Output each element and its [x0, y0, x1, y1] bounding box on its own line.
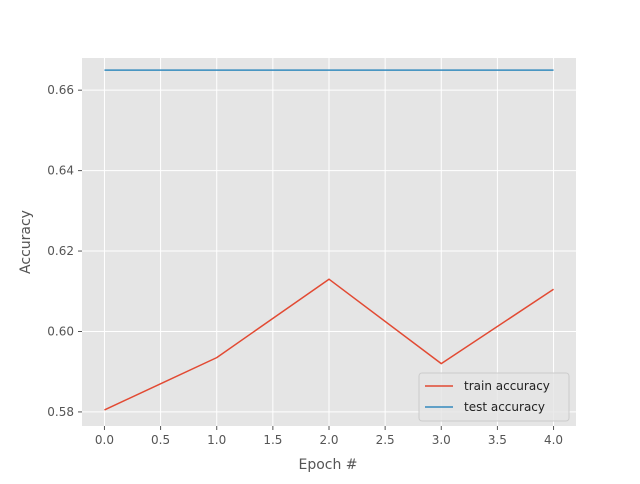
x-tick-label: 1.0 [207, 433, 226, 447]
legend-box [418, 372, 570, 422]
legend: train accuracy test accuracy [418, 372, 570, 422]
x-tick-label: 2.0 [319, 433, 338, 447]
y-axis-label: Accuracy [18, 210, 34, 274]
y-tick-label: 0.60 [47, 324, 74, 338]
x-tick-label: 3.5 [488, 433, 507, 447]
y-tick-label: 0.66 [47, 83, 74, 97]
x-tick-label: 2.5 [376, 433, 395, 447]
x-tick-label: 0.0 [95, 433, 114, 447]
x-tick-label: 0.5 [151, 433, 170, 447]
y-tick-label: 0.62 [47, 244, 74, 258]
test-accuracy-legend-label: test accuracy [464, 400, 545, 414]
y-axis-ticks: 0.58 0.60 0.62 0.64 0.66 [47, 83, 82, 419]
y-tick-label: 0.64 [47, 164, 74, 178]
x-axis-ticks: 0.0 0.5 1.0 1.5 2.0 2.5 3.0 3.5 4.0 [95, 426, 563, 447]
x-axis-label: Epoch # [298, 457, 357, 473]
x-tick-label: 4.0 [544, 433, 563, 447]
x-tick-label: 1.5 [263, 433, 282, 447]
y-tick-label: 0.58 [47, 405, 74, 419]
train-accuracy-line [104, 278, 554, 411]
x-tick-label: 3.0 [432, 433, 451, 447]
train-accuracy-legend-label: train accuracy [464, 379, 550, 393]
series-lines [104, 69, 554, 411]
